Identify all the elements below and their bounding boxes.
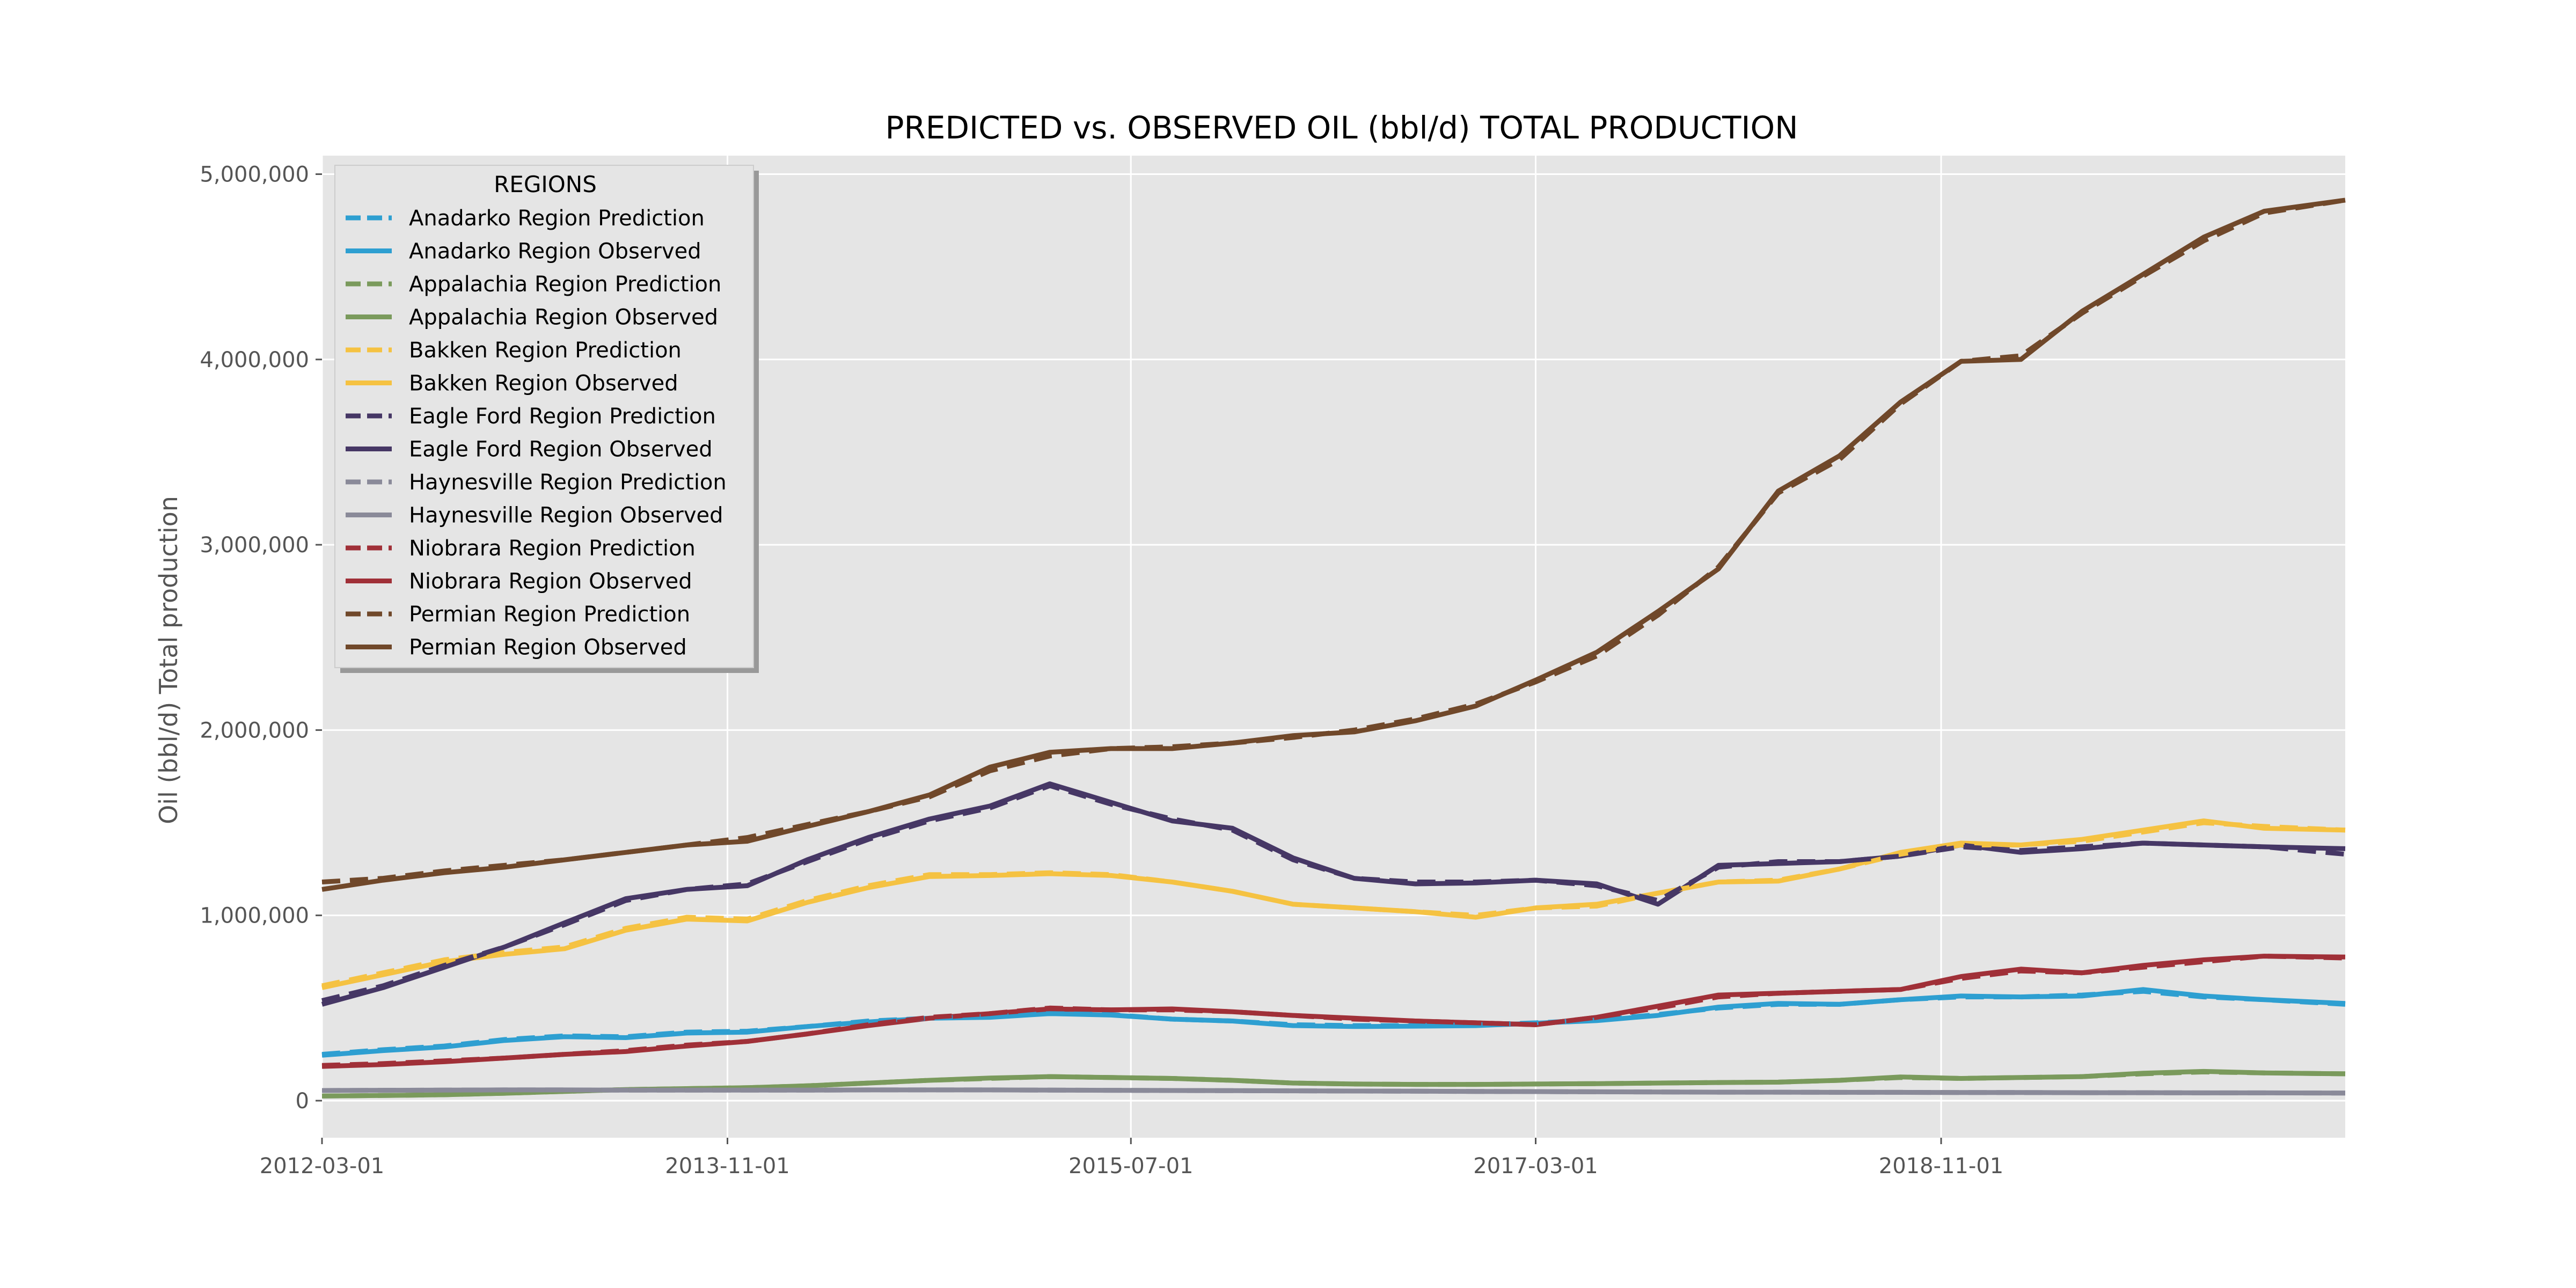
legend-label: Anadarko Region Observed bbox=[409, 239, 701, 264]
legend-label: Haynesville Region Observed bbox=[409, 503, 723, 528]
x-tick-label: 2015-07-01 bbox=[1069, 1154, 1193, 1179]
legend-label: Permian Region Observed bbox=[409, 635, 687, 660]
legend-label: Eagle Ford Region Prediction bbox=[409, 404, 716, 429]
legend-label: Niobrara Region Observed bbox=[409, 569, 692, 594]
legend-label: Appalachia Region Prediction bbox=[409, 272, 721, 297]
series-layer bbox=[321, 197, 2346, 1099]
y-tick-label: 4,000,000 bbox=[200, 348, 309, 372]
legend-label: Bakken Region Prediction bbox=[409, 338, 682, 363]
legend-label: Permian Region Prediction bbox=[409, 602, 690, 627]
y-tick-label: 3,000,000 bbox=[200, 533, 309, 558]
chart-title: PREDICTED vs. OBSERVED OIL (bbl/d) TOTAL… bbox=[885, 109, 1798, 146]
legend-label: Appalachia Region Observed bbox=[409, 305, 718, 330]
legend-label: Haynesville Region Prediction bbox=[409, 470, 727, 495]
y-axis-label: Oil (bbl/d) Total production bbox=[154, 496, 183, 824]
legend-label: Niobrara Region Prediction bbox=[409, 536, 696, 561]
y-tick-label: 1,000,000 bbox=[200, 904, 309, 928]
series-line-eagle-ford-region-prediction bbox=[321, 783, 2346, 1003]
y-tick-label: 0 bbox=[296, 1089, 309, 1114]
series-line-permian-region-prediction bbox=[321, 197, 2346, 884]
legend-box bbox=[334, 165, 754, 668]
x-tick-label: 2018-11-01 bbox=[1879, 1154, 2003, 1179]
series-line-anadarko-region-prediction bbox=[321, 989, 2346, 1057]
x-tick-label: 2012-03-01 bbox=[260, 1154, 384, 1179]
x-axis-ticks: 2012-03-01 2013-11-01 2015-07-01 2017-03-01… bbox=[260, 1138, 2003, 1179]
series-line-haynesville-region-observed bbox=[321, 1087, 2346, 1096]
legend-label: Anadarko Region Prediction bbox=[409, 206, 705, 231]
legend-label: Eagle Ford Region Observed bbox=[409, 437, 713, 462]
series-line-niobrara-region-prediction bbox=[321, 954, 2346, 1068]
x-tick-label: 2017-03-01 bbox=[1473, 1154, 1598, 1179]
y-tick-label: 2,000,000 bbox=[200, 718, 309, 743]
y-axis-ticks: 0 1,000,000 2,000,000 3,000,000 4,000,000 5,0… bbox=[200, 163, 322, 1114]
x-tick-label: 2013-11-01 bbox=[665, 1154, 789, 1179]
legend-items: Anadarko Region Prediction Anadarko Regio… bbox=[346, 206, 727, 660]
legend[interactable]: REGIONS Anadarko Region PredictionAnadar… bbox=[334, 165, 759, 673]
y-tick-label: 5,000,000 bbox=[200, 163, 309, 187]
series-line-bakken-region-prediction bbox=[321, 820, 2346, 989]
grid-lines bbox=[321, 156, 2345, 1138]
legend-label: Bakken Region Observed bbox=[409, 371, 678, 396]
legend-title: REGIONS bbox=[494, 171, 597, 197]
